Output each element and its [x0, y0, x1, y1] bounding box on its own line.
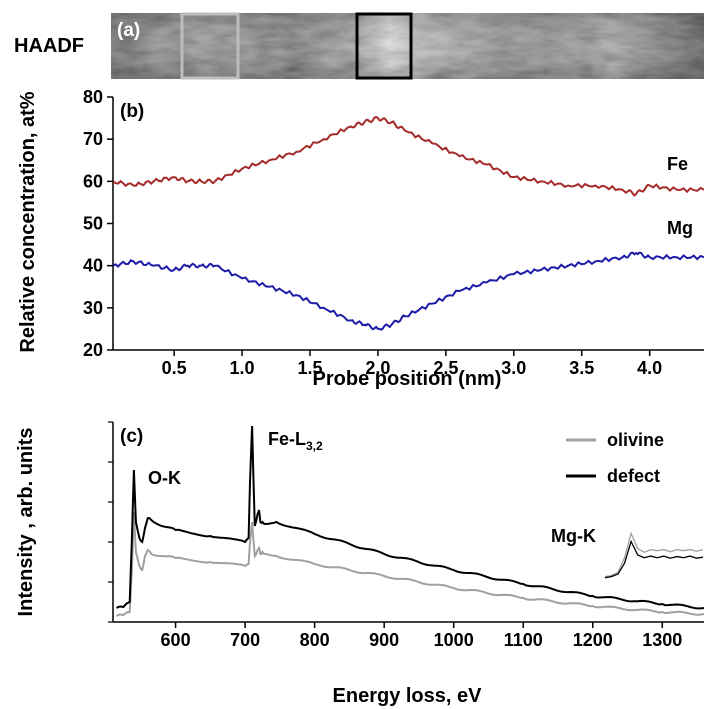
eels-x-tick-label: 1100 [504, 630, 543, 650]
concentration-y-tick-label: 70 [83, 129, 103, 149]
eels-y-axis-title: Intensity , arb. units [15, 428, 37, 617]
concentration-series [112, 115, 704, 331]
eels-x-tick-label: 1000 [434, 630, 474, 650]
concentration-y-tick-label: 30 [83, 298, 103, 318]
concentration-y-tick-label: 50 [83, 214, 103, 234]
concentration-axes [112, 97, 704, 351]
annotation-fe-l-subscript: 3,2 [306, 439, 323, 453]
series-line-fe [112, 115, 704, 197]
eels-ticks: 600 700 800 900 1000 1100 1200 1300 [108, 421, 682, 650]
concentration-y-tick-label: 80 [83, 87, 103, 107]
concentration-x-tick-label: 2.0 [365, 358, 390, 378]
haadf-image-texture [111, 13, 704, 79]
eels-chart: 600 700 800 900 1000 1100 1200 1300 (c) O-K Fe-… [15, 421, 704, 707]
concentration-x-tick-label: 2.5 [433, 358, 458, 378]
concentration-chart: 20 30 40 50 60 70 80 0.5 1.0 1.5 2.0 2.5 3.0 3.5 4.0 (… [17, 87, 704, 390]
concentration-x-tick-label: 1.5 [297, 358, 322, 378]
eels-x-tick-label: 900 [369, 630, 399, 650]
annotation-fe-l: Fe-L3,2 [268, 429, 323, 453]
legend-label-olivine: olivine [607, 430, 664, 450]
spectrum-line-olivine [116, 511, 704, 617]
eels-x-tick-label: 700 [230, 630, 260, 650]
eels-legend: olivine defect [566, 430, 664, 486]
eels-x-tick-label: 1200 [573, 630, 613, 650]
eels-x-tick-label: 600 [161, 630, 191, 650]
concentration-ticks: 20 30 40 50 60 70 80 0.5 1.0 1.5 2.0 2.5 3.0 3.5 4.0 [83, 87, 662, 378]
eels-series [116, 425, 704, 617]
haadf-panel: HAADF (a) [14, 12, 704, 80]
annotation-o-k: O-K [148, 468, 181, 488]
inset-line-defect [604, 539, 704, 579]
eels-x-tick-label: 1300 [642, 630, 682, 650]
series-label-fe: Fe [667, 154, 688, 174]
panel-c-label: (c) [120, 426, 143, 447]
eels-x-axis-title: Energy loss, eV [333, 685, 483, 707]
concentration-y-axis-title: Relative concentration, at% [17, 91, 39, 352]
concentration-x-tick-label: 1.0 [230, 358, 255, 378]
legend-label-defect: defect [607, 466, 660, 486]
concentration-y-tick-label: 20 [83, 340, 103, 360]
panel-b-label: (b) [120, 101, 144, 122]
concentration-x-tick-label: 4.0 [637, 358, 662, 378]
concentration-x-tick-label: 0.5 [162, 358, 187, 378]
spectrum-line-defect [116, 425, 704, 610]
olivine-region-box [180, 12, 240, 80]
panel-a-label: (a) [117, 20, 140, 41]
concentration-y-tick-label: 40 [83, 256, 103, 276]
series-line-mg [112, 251, 704, 331]
eels-x-tick-label: 800 [300, 630, 330, 650]
inset-line-olivine [604, 531, 704, 578]
concentration-x-tick-label: 3.0 [501, 358, 526, 378]
series-label-mg: Mg [667, 218, 693, 238]
concentration-x-tick-label: 3.5 [569, 358, 594, 378]
mg-k-inset [604, 531, 704, 579]
annotation-fe-l-main: Fe-L [268, 429, 306, 449]
annotation-mg-k: Mg-K [551, 526, 596, 546]
defect-region-box [355, 12, 413, 80]
concentration-x-axis-title: Probe position (nm) [313, 368, 502, 390]
haadf-side-label: HAADF [14, 35, 84, 57]
concentration-y-tick-label: 60 [83, 171, 103, 191]
eels-axes [112, 422, 704, 623]
